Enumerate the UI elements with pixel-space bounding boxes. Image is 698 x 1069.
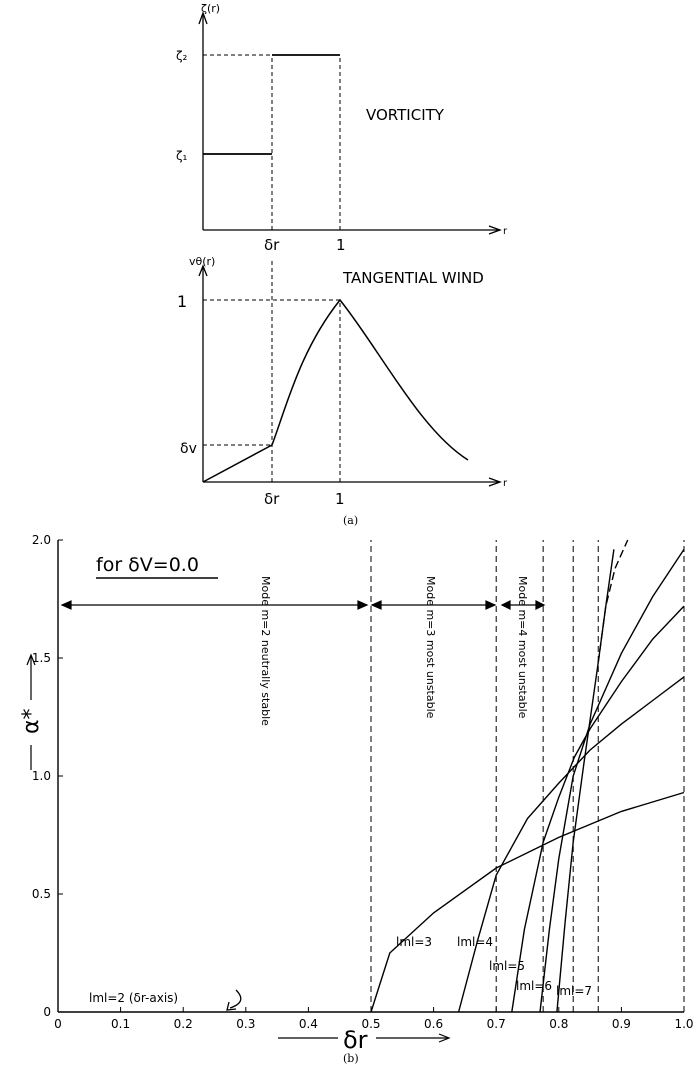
vorticity-y-tick-z2: ζ₂ <box>176 49 188 63</box>
curve <box>457 676 685 1013</box>
wind-title: TANGENTIAL WIND <box>342 269 484 287</box>
x-tick-label: 0.9 <box>612 1017 631 1031</box>
caption-a: (a) <box>343 514 358 527</box>
vorticity-y-axis-label: ζ(r) <box>201 2 220 15</box>
wind-x-tick-one: 1 <box>335 490 345 508</box>
dispersion-curves <box>370 539 685 1013</box>
mode-m3-left-arrowhead <box>370 600 382 610</box>
y-tick-label: 0 <box>43 1005 51 1019</box>
wind-y-axis-label: vθ(r) <box>189 255 215 268</box>
mode-m4-label: Mode m=4 most unstable <box>516 576 529 719</box>
curve <box>370 791 685 1013</box>
wind-x-axis-label: r <box>503 478 508 489</box>
vorticity-x-tick-dr: δr <box>264 236 280 254</box>
curve-label-m5: lml=5 <box>489 959 525 973</box>
caption-b: (b) <box>343 1052 359 1065</box>
x-tick-label: 0.4 <box>299 1017 318 1031</box>
mode-m3-label: Mode m=3 most unstable <box>424 576 437 719</box>
curve <box>511 605 685 1013</box>
x-tick-label: 0.2 <box>174 1017 193 1031</box>
vorticity-x-arrowhead <box>488 225 502 235</box>
wind-y-tick-dv: δv <box>180 441 197 457</box>
mode-m3-right-arrowhead <box>485 600 497 610</box>
curve-label-m7: lml=7 <box>556 984 592 998</box>
y-axis-label: α* <box>19 708 44 734</box>
mode-m2-left-arrowhead <box>60 600 72 610</box>
mode-m4-right-arrowhead <box>535 600 546 610</box>
wind-y-tick-one: 1 <box>177 292 187 311</box>
x-tick-label: 0.3 <box>236 1017 255 1031</box>
m2-pointer-arrow <box>229 989 242 1009</box>
x-tick-label: 0.1 <box>111 1017 130 1031</box>
curve <box>597 539 629 663</box>
wind-profile-curve <box>202 298 469 483</box>
vorticity-y-arrowhead <box>198 11 208 25</box>
vorticity-y-tick-z1: ζ₁ <box>176 149 188 163</box>
curve-label-m2: lml=2 (δr-axis) <box>89 991 178 1005</box>
vorticity-panel <box>198 11 502 235</box>
x-tick-label: 0.5 <box>361 1017 380 1031</box>
x-tick-label: 0.7 <box>487 1017 506 1031</box>
vorticity-x-axis-label: r <box>503 226 508 237</box>
m2-pointer-arrowhead <box>226 1001 237 1011</box>
y-tick-label: 2.0 <box>32 533 51 547</box>
y-ticks: 0 0.5 1.0 1.5 2.0 <box>32 533 63 1019</box>
y-tick-label: 0.5 <box>32 887 51 901</box>
mode-m2-label: Mode m=2 neutrally stable <box>259 576 272 726</box>
stability-plot: 0 0.1 0.2 0.3 0.4 0.5 0.6 0.7 0.8 0.9 1.0 0 0.5 1.0 1… <box>19 533 694 1054</box>
alpha-up-arrowhead <box>26 653 36 666</box>
y-tick-label: 1.0 <box>32 769 51 783</box>
curve-label-m4: lml=4 <box>457 935 493 949</box>
dr-right-arrowhead <box>438 1033 451 1043</box>
curve <box>556 549 615 1013</box>
curve-label-m3: lml=3 <box>396 935 432 949</box>
wind-x-arrowhead <box>488 477 502 487</box>
wind-panel <box>198 260 502 487</box>
x-tick-label: 0.6 <box>424 1017 443 1031</box>
wind-y-arrowhead <box>198 264 208 277</box>
curve <box>539 549 685 1013</box>
x-ticks: 0 0.1 0.2 0.3 0.4 0.5 0.6 0.7 0.8 0.9 1.0 <box>54 1007 694 1031</box>
mode-m2-right-arrowhead <box>357 600 369 610</box>
y-tick-label: 1.5 <box>32 651 51 665</box>
x-tick-label: 0.8 <box>549 1017 568 1031</box>
vorticity-title: VORTICITY <box>366 106 445 124</box>
wind-x-tick-dr: δr <box>264 490 280 508</box>
curve-label-m6: lml=6 <box>516 979 552 993</box>
x-tick-label: 1.0 <box>674 1017 693 1031</box>
for-dv-label: for δV=0.0 <box>96 554 199 576</box>
x-axis-label: δr <box>343 1026 368 1054</box>
vorticity-x-tick-one: 1 <box>336 236 346 254</box>
x-tick-label: 0 <box>54 1017 62 1031</box>
mode-m4-left-arrowhead <box>500 600 511 610</box>
